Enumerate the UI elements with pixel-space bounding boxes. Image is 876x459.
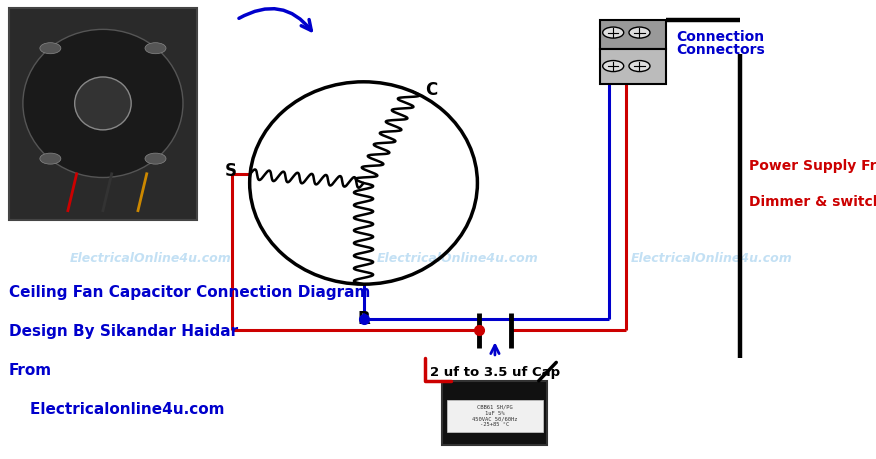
Ellipse shape bbox=[23, 30, 183, 178]
Text: Electricalonline4u.com: Electricalonline4u.com bbox=[9, 402, 224, 417]
Circle shape bbox=[603, 28, 624, 39]
Circle shape bbox=[39, 44, 60, 55]
Circle shape bbox=[145, 44, 166, 55]
Text: ElectricalOnline4u.com: ElectricalOnline4u.com bbox=[631, 252, 793, 265]
Text: ElectricalOnline4u.com: ElectricalOnline4u.com bbox=[377, 252, 539, 265]
Circle shape bbox=[629, 62, 650, 73]
Bar bbox=[600, 50, 666, 85]
Text: Ceiling Fan Capacitor Connection Diagram: Ceiling Fan Capacitor Connection Diagram bbox=[9, 285, 371, 300]
Bar bbox=[442, 381, 548, 445]
Circle shape bbox=[629, 28, 650, 39]
Bar bbox=[600, 21, 666, 50]
Text: From: From bbox=[9, 363, 52, 378]
Circle shape bbox=[145, 154, 166, 165]
Ellipse shape bbox=[74, 78, 131, 130]
Text: 2 uf to 3.5 uf Cap: 2 uf to 3.5 uf Cap bbox=[430, 365, 560, 378]
Text: ElectricalOnline4u.com: ElectricalOnline4u.com bbox=[70, 252, 232, 265]
Text: Power Supply From: Power Supply From bbox=[749, 158, 876, 172]
Text: Design By Sikandar Haidar: Design By Sikandar Haidar bbox=[9, 324, 238, 339]
Text: Connection: Connection bbox=[676, 30, 765, 44]
Circle shape bbox=[603, 62, 624, 73]
Text: Dimmer & switch: Dimmer & switch bbox=[749, 195, 876, 209]
Text: C: C bbox=[425, 81, 437, 99]
Bar bbox=[447, 400, 543, 432]
Circle shape bbox=[39, 154, 60, 165]
Text: S: S bbox=[225, 161, 237, 179]
Text: Connectors: Connectors bbox=[676, 43, 765, 56]
Bar bbox=[9, 9, 197, 220]
Text: R: R bbox=[357, 310, 370, 328]
Text: CBB61 SH/PG
1uF 5%
450VAC 50/60Hz
-25+85 °C: CBB61 SH/PG 1uF 5% 450VAC 50/60Hz -25+85… bbox=[472, 404, 518, 426]
